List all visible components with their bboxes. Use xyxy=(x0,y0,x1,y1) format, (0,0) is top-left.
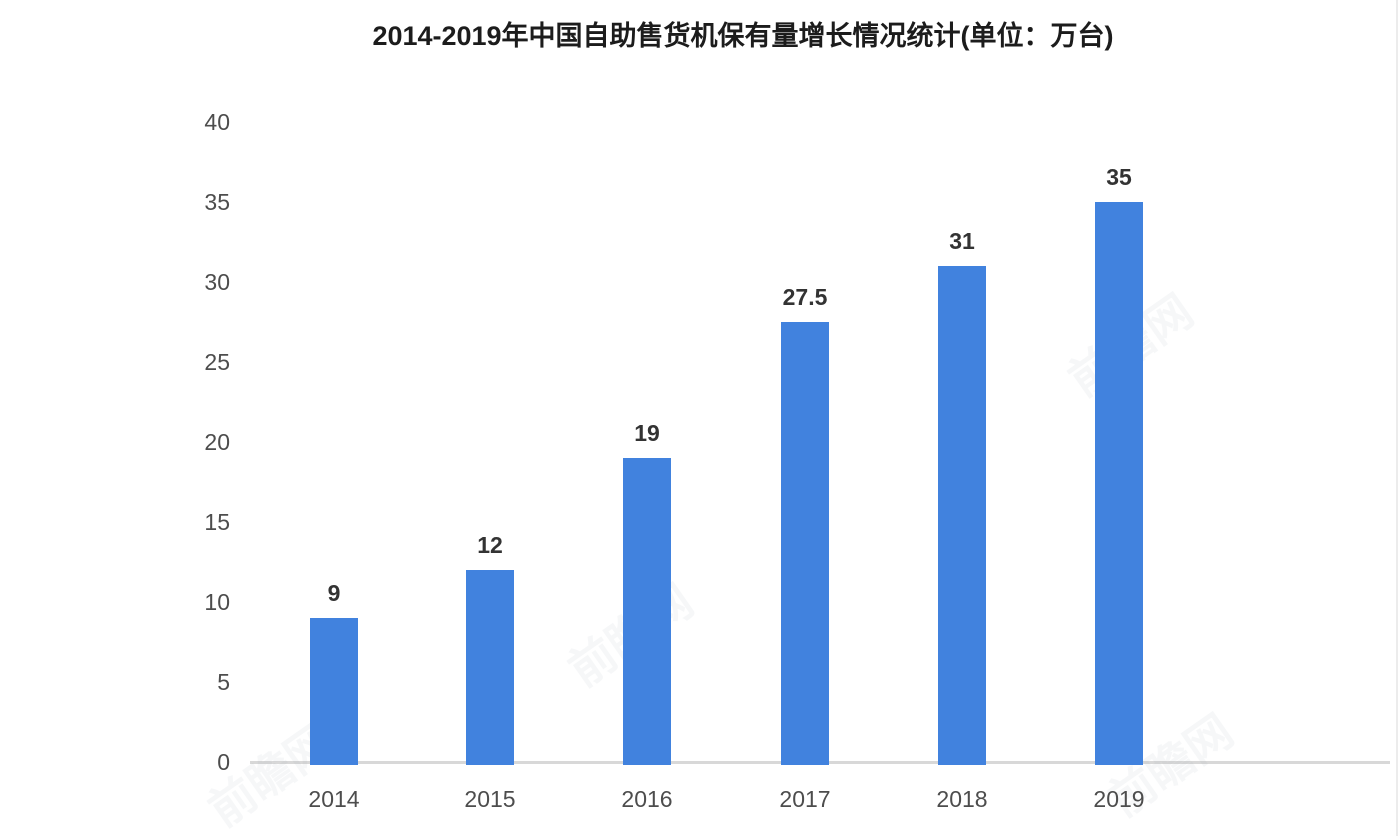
bar xyxy=(310,618,358,765)
y-tick-label: 10 xyxy=(204,589,230,615)
bar-value-label: 31 xyxy=(949,228,975,254)
x-axis-label: 2016 xyxy=(621,786,673,812)
bar xyxy=(623,458,671,765)
bar-value-label: 35 xyxy=(1106,164,1132,190)
bar-value-label: 19 xyxy=(634,420,660,446)
x-axis-label: 2014 xyxy=(308,786,360,812)
chart-title: 2014-2019年中国自助售货机保有量增长情况统计(单位：万台) xyxy=(372,21,1114,51)
x-axis-label: 2019 xyxy=(1093,786,1145,812)
y-tick-label: 0 xyxy=(217,749,230,775)
y-tick-label: 40 xyxy=(204,109,230,135)
y-tick-label: 15 xyxy=(204,509,230,535)
x-axis-label: 2017 xyxy=(779,786,831,812)
bar xyxy=(1095,202,1143,765)
y-tick-label: 20 xyxy=(204,429,230,455)
bar xyxy=(466,570,514,765)
bar xyxy=(781,322,829,765)
x-axis-label: 2015 xyxy=(464,786,516,812)
bar-value-label: 9 xyxy=(327,580,341,606)
y-tick-label: 25 xyxy=(204,349,230,375)
bar-value-label: 27.5 xyxy=(782,284,828,310)
right-edge-line xyxy=(1396,0,1398,836)
bar xyxy=(938,266,986,765)
y-tick-label: 30 xyxy=(204,269,230,295)
y-tick-label: 35 xyxy=(204,189,230,215)
bar-value-label: 12 xyxy=(477,532,503,558)
y-tick-label: 5 xyxy=(217,669,230,695)
x-axis-label: 2018 xyxy=(936,786,988,812)
